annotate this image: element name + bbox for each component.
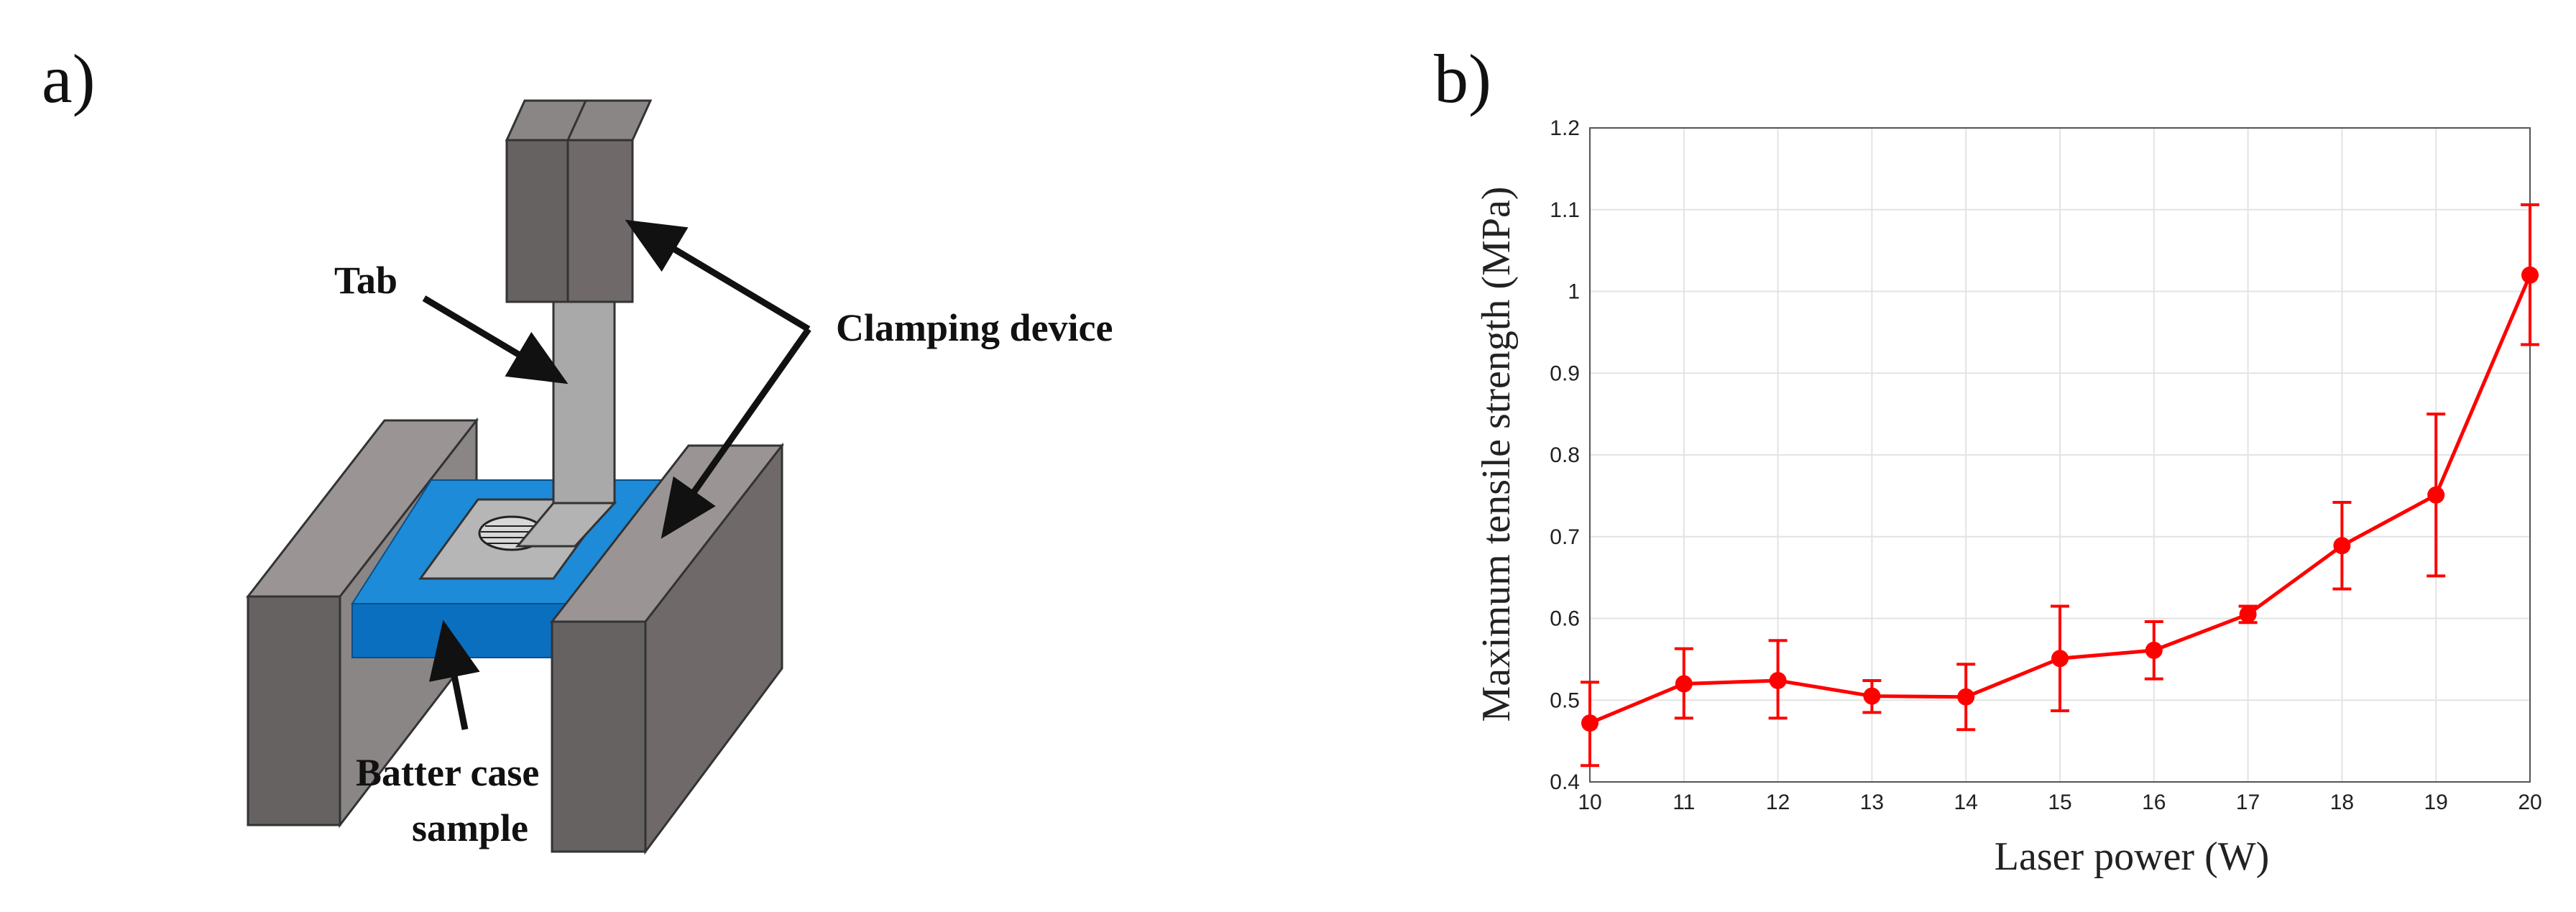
data-points <box>1581 266 2539 732</box>
upper-clamp-jaws <box>505 99 653 303</box>
tab-arrow <box>422 295 569 384</box>
data-point <box>1581 714 1598 732</box>
clamping-arrow-lower <box>661 327 811 539</box>
x-tick-label: 20 <box>2518 791 2542 814</box>
y-tick-label: 0.4 <box>1550 770 1580 794</box>
x-tick-label: 18 <box>2330 791 2354 814</box>
data-point <box>1769 671 1787 689</box>
y-tick-label: 0.7 <box>1550 525 1580 549</box>
y-tick-labels: 0.4 0.5 0.6 0.7 0.8 0.9 1 1.1 1.2 <box>1550 116 1580 794</box>
tensile-strength-chart: 0.4 0.5 0.6 0.7 0.8 0.9 1 1.1 1.2 10 11 12 13 14 15 16… <box>1474 116 2542 879</box>
clamping-schematic: Tab Clamping device Batter case sample <box>245 99 1113 855</box>
y-tick-label: 1.1 <box>1550 198 1580 222</box>
panel-label-b: b) <box>1434 40 1491 117</box>
y-tick-label: 1.2 <box>1550 116 1580 140</box>
data-point <box>2145 641 2163 659</box>
x-tick-labels: 10 11 12 13 14 15 16 17 18 19 20 <box>1578 791 2542 814</box>
clamping-device-label: Clamping device <box>836 306 1113 349</box>
data-point <box>2239 605 2257 623</box>
data-point <box>1675 675 1693 693</box>
data-point <box>2051 650 2069 668</box>
x-tick-label: 16 <box>2142 791 2166 814</box>
x-tick-label: 17 <box>2236 791 2260 814</box>
data-point <box>2333 537 2351 555</box>
tab-strip <box>515 297 617 548</box>
data-point <box>1863 687 1881 705</box>
panel-label-a: a) <box>42 40 96 117</box>
batter-arrow <box>429 619 480 730</box>
y-tick-label: 0.9 <box>1550 361 1580 385</box>
x-tick-label: 12 <box>1766 791 1790 814</box>
data-point <box>1957 688 1975 706</box>
clamping-arrow-upper <box>625 219 811 332</box>
sample-label: sample <box>412 806 528 849</box>
y-tick-label: 0.6 <box>1550 607 1580 631</box>
x-tick-label: 15 <box>2048 791 2071 814</box>
y-tick-label: 0.8 <box>1550 443 1580 467</box>
x-axis-title: Laser power (W) <box>1995 834 2269 879</box>
tab-label: Tab <box>334 259 397 302</box>
data-point <box>2521 266 2539 284</box>
x-tick-label: 11 <box>1673 791 1695 814</box>
y-tick-label: 0.5 <box>1550 688 1580 712</box>
y-tick-label: 1 <box>1568 280 1580 304</box>
x-tick-label: 14 <box>1954 791 1978 814</box>
x-tick-label: 13 <box>1860 791 1884 814</box>
x-tick-label: 10 <box>1578 791 1601 814</box>
data-point <box>2427 486 2445 504</box>
x-tick-label: 19 <box>2424 791 2448 814</box>
y-axis-title: Maximum tensile strength (MPa) <box>1474 186 1519 722</box>
batter-case-label: Batter case <box>356 751 539 794</box>
plot-frame <box>1589 127 2531 783</box>
